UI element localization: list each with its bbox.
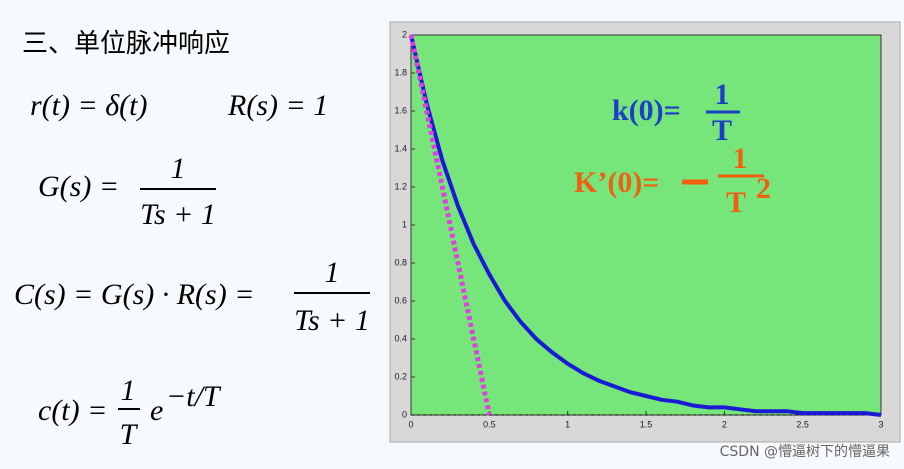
annotation: K’(0)= [574,166,659,199]
formula: R(s) = 1 [227,89,328,122]
formula: r(t) = δ(t) [30,89,148,122]
watermark: CSDN @懵逼树下的懵逼果 [720,444,890,460]
y-tick-label: 0.4 [394,333,407,343]
y-tick-label: 1.8 [394,67,407,77]
formula: G(s) = [38,170,119,203]
formula: T [120,418,139,451]
heading: 三、单位脉冲响应 [22,29,230,59]
x-tick-label: 3 [878,419,883,429]
y-tick-label: 1 [402,219,407,229]
y-tick-label: 0 [402,409,407,419]
formula: c(t) = [38,394,107,427]
x-tick-label: 1.5 [640,419,653,429]
y-tick-label: 1.4 [394,143,407,153]
y-tick-label: 0.2 [394,371,407,381]
x-tick-label: 2.5 [796,419,809,429]
formula: −t/T [166,380,222,413]
x-tick-label: 0 [408,419,413,429]
annotation: 2 [756,172,771,205]
x-tick-label: 1 [565,419,570,429]
data-line [409,34,882,417]
y-tick-label: 1.6 [394,105,407,115]
annotation: 1 [715,78,730,111]
y-tick-label: 1.2 [394,181,407,191]
formula: Ts + 1 [294,304,370,337]
y-tick-label: 0.6 [394,295,407,305]
formula: e [150,394,163,427]
formula: 1 [325,256,340,289]
plot-area [410,34,882,416]
x-tick-label: 2 [722,419,727,429]
y-tick-label: 0.8 [394,257,407,267]
annotation: T [712,114,732,147]
y-tick-label: 2 [402,29,407,39]
data-line [408,34,492,416]
annotation: T [726,186,746,219]
formula: 1 [121,374,136,407]
formula: C(s) = G(s) · R(s) = [14,278,254,311]
x-tick-label: 0.5 [483,419,496,429]
formula: 1 [171,152,186,185]
formula: Ts + 1 [140,198,216,231]
annotation: k(0)= [612,94,681,127]
annotation: 1 [733,142,748,175]
